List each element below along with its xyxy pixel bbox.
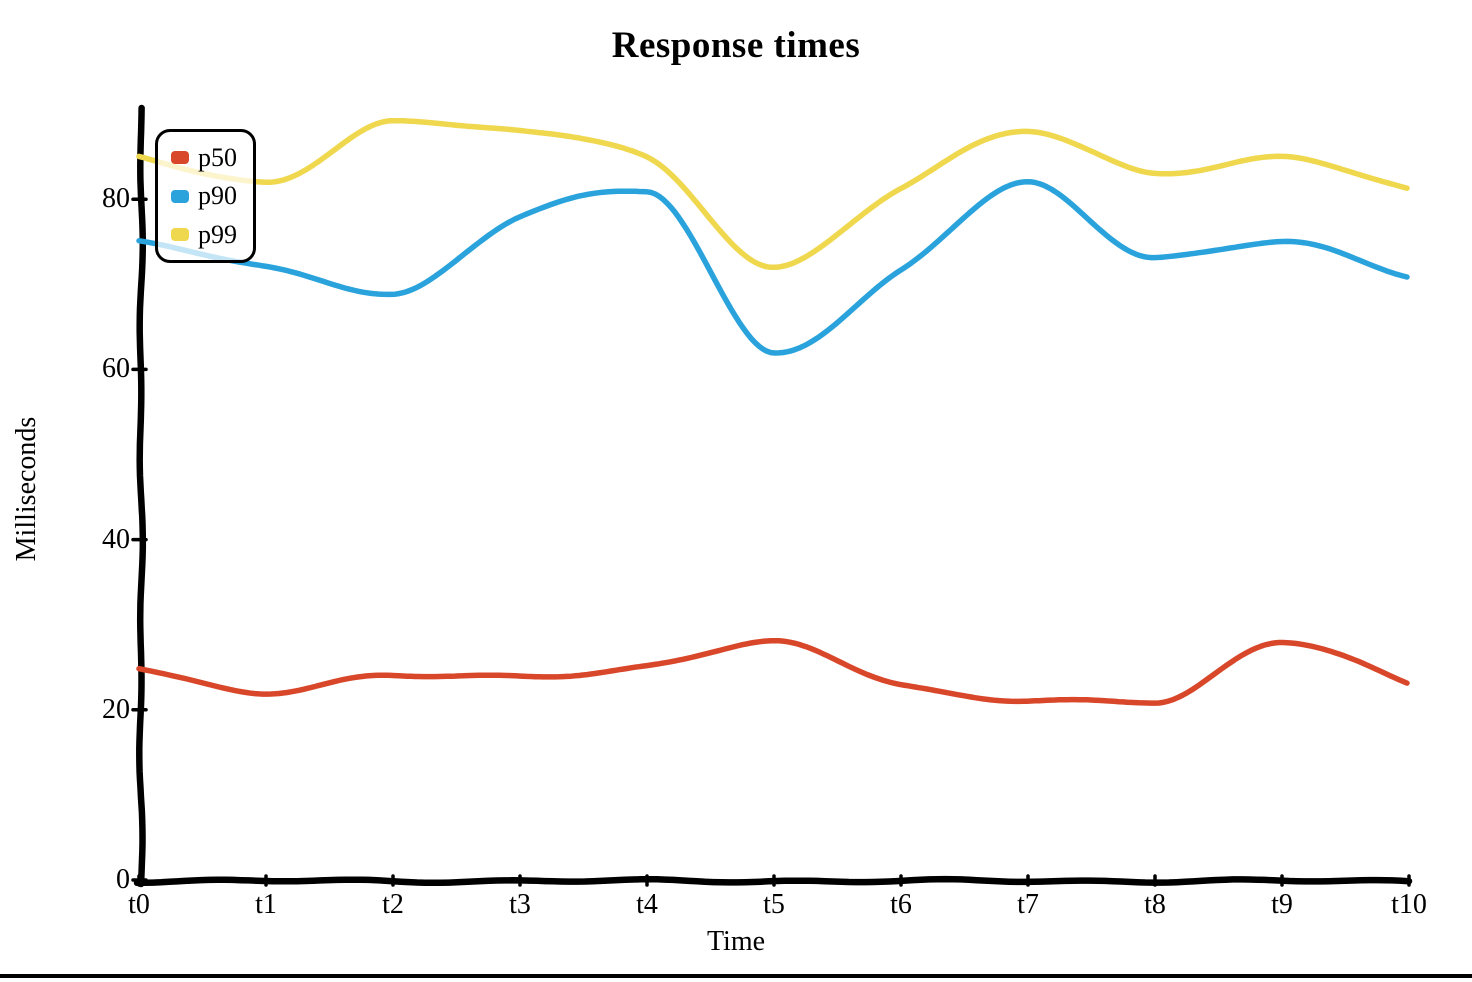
x-tick-label: t2 <box>382 889 404 920</box>
legend-swatch-p90 <box>171 189 189 203</box>
x-tick-label: t1 <box>255 889 277 920</box>
legend-item-p50: p50 <box>171 142 253 172</box>
x-tick-label: t7 <box>1017 889 1039 920</box>
legend-label: p50 <box>198 142 237 172</box>
x-tick-label: t5 <box>763 889 785 920</box>
series-line-p50 <box>136 637 1410 706</box>
legend-item-p90: p90 <box>171 183 253 209</box>
y-tick-label: 40 <box>102 524 130 555</box>
legend-label: p90 <box>198 181 237 210</box>
y-tick-label: 0 <box>116 864 130 895</box>
x-axis-title: Time <box>706 926 766 957</box>
y-tick-label: 80 <box>102 183 130 214</box>
y-axis-line <box>136 104 147 888</box>
series-line-p99 <box>136 117 1410 271</box>
x-tick-label: t6 <box>890 889 912 920</box>
legend-label: p99 <box>198 219 237 249</box>
series-line-p90 <box>136 178 1410 356</box>
legend-box: p50 p90 p99 <box>155 129 256 263</box>
x-tick-label: t9 <box>1271 889 1293 920</box>
x-tick-label: t8 <box>1144 889 1166 920</box>
bottom-border <box>0 974 1472 978</box>
legend-swatch-p99 <box>171 228 189 241</box>
y-tick-label: 20 <box>102 694 130 725</box>
x-tick-label: t10 <box>1391 889 1427 920</box>
legend-item-p99: p99 <box>171 219 253 249</box>
x-tick-label: t0 <box>128 889 150 920</box>
chart-title: Response times <box>611 25 861 66</box>
legend-swatch-p50 <box>171 151 189 164</box>
x-tick-label: t4 <box>636 889 658 920</box>
y-tick-label: 60 <box>102 353 130 384</box>
x-tick-label: t3 <box>509 889 531 920</box>
